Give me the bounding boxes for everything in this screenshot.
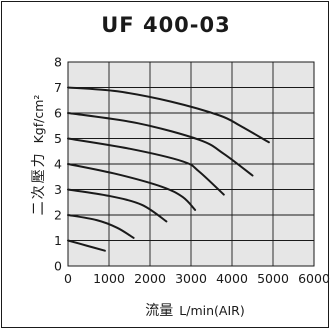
y-axis-unit: Kgf/cm² [31, 95, 46, 144]
x-tick-labels: 0 1000 2000 3000 4000 5000 6000 [64, 271, 330, 286]
x-tick-label: 1000 [93, 271, 125, 286]
x-axis-label-text: 流量 [145, 303, 173, 319]
series-line-6 [67, 112, 254, 177]
chart-title: UF 400-03 [101, 13, 231, 37]
plot-border [67, 61, 315, 267]
y-tick-label: 7 [54, 80, 62, 95]
series-line-5 [67, 137, 225, 196]
series-line-2 [67, 214, 135, 239]
series-lines [67, 86, 270, 252]
y-axis-label-text: 二次壓力 [31, 151, 47, 215]
y-axis-label: 二次壓力 Kgf/cm² [31, 95, 47, 216]
x-tick-label: 6000 [298, 271, 330, 286]
y-tick-label: 5 [54, 131, 62, 146]
y-tick-label: 3 [54, 182, 62, 197]
x-tick-label: 2000 [134, 271, 166, 286]
series-line-1 [67, 239, 106, 252]
series-line-4 [67, 163, 197, 211]
y-tick-label: 4 [54, 157, 62, 172]
x-axis-label: 流量 L/min(AIR) [145, 303, 244, 319]
y-tick-label: 2 [54, 208, 62, 223]
x-axis-unit: L/min(AIR) [179, 303, 244, 318]
series-line-7 [67, 86, 270, 144]
series-line-3 [67, 188, 168, 223]
y-tick-label: 8 [54, 55, 62, 70]
x-tick-label: 4000 [216, 271, 248, 286]
x-tick-label: 3000 [175, 271, 207, 286]
y-tick-label: 1 [54, 233, 62, 248]
x-tick-label: 0 [64, 271, 72, 286]
y-tick-label: 6 [54, 106, 62, 121]
y-tick-labels: 0 1 2 3 4 5 6 7 8 [54, 55, 62, 274]
y-tick-label: 0 [54, 259, 62, 274]
x-tick-label: 5000 [257, 271, 289, 286]
